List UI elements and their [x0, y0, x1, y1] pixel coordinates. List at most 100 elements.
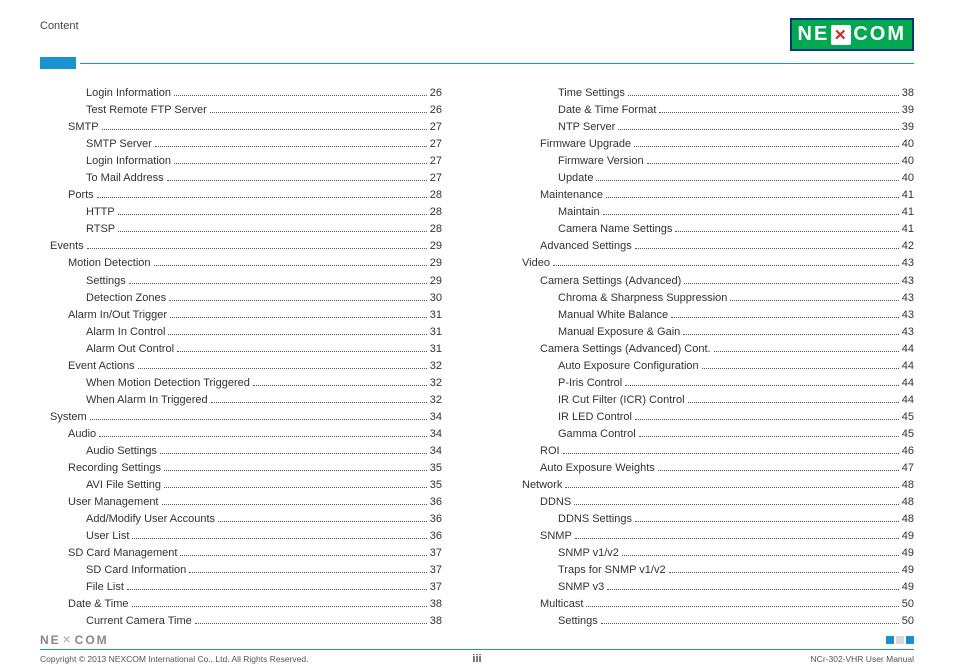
- toc-entry[interactable]: Audio Settings 34: [40, 443, 442, 460]
- toc-entry[interactable]: Traps for SNMP v1/v2 49: [512, 562, 914, 579]
- toc-entry[interactable]: When Motion Detection Triggered 32: [40, 375, 442, 392]
- toc-entry[interactable]: SNMP v1/v2 49: [512, 545, 914, 562]
- toc-leader-dots: [210, 112, 427, 113]
- toc-entry[interactable]: Gamma Control 45: [512, 426, 914, 443]
- toc-entry[interactable]: Time Settings 38: [512, 85, 914, 102]
- toc-entry[interactable]: SNMP v3 49: [512, 579, 914, 596]
- toc-entry[interactable]: Settings 29: [40, 273, 442, 290]
- toc-title: Auto Exposure Configuration: [558, 358, 699, 375]
- toc-page-number: 31: [430, 341, 442, 358]
- toc-entry[interactable]: SD Card Management 37: [40, 545, 442, 562]
- toc-entry[interactable]: IR Cut Filter (ICR) Control 44: [512, 392, 914, 409]
- toc-entry[interactable]: Current Camera Time 38: [40, 613, 442, 630]
- toc-entry[interactable]: Multicast 50: [512, 596, 914, 613]
- toc-leader-dots: [634, 146, 899, 147]
- toc-page-number: 27: [430, 119, 442, 136]
- toc-entry[interactable]: AVI File Setting 35: [40, 477, 442, 494]
- toc-entry[interactable]: Camera Settings (Advanced) 43: [512, 273, 914, 290]
- toc-title: HTTP: [86, 204, 115, 221]
- toc-entry[interactable]: Advanced Settings 42: [512, 238, 914, 255]
- toc-leader-dots: [177, 351, 427, 352]
- toc-entry[interactable]: Firmware Upgrade 40: [512, 136, 914, 153]
- toc-entry[interactable]: HTTP 28: [40, 204, 442, 221]
- toc-leader-dots: [189, 572, 426, 573]
- toc-entry[interactable]: Maintenance 41: [512, 187, 914, 204]
- toc-entry[interactable]: Auto Exposure Configuration 44: [512, 358, 914, 375]
- toc-entry[interactable]: Settings 50: [512, 613, 914, 630]
- toc-entry[interactable]: User List 36: [40, 528, 442, 545]
- toc-entry[interactable]: SMTP Server 27: [40, 136, 442, 153]
- toc-entry[interactable]: Event Actions 32: [40, 358, 442, 375]
- logo-text-right: COM: [853, 23, 906, 46]
- toc-title: Auto Exposure Weights: [540, 460, 655, 477]
- toc-entry[interactable]: Add/Modify User Accounts 36: [40, 511, 442, 528]
- toc-entry[interactable]: Maintain 41: [512, 204, 914, 221]
- toc-entry[interactable]: Manual White Balance 43: [512, 307, 914, 324]
- toc-title: Camera Name Settings: [558, 221, 672, 238]
- toc-entry[interactable]: Firmware Version 40: [512, 153, 914, 170]
- toc-page-number: 43: [902, 255, 914, 272]
- brand-logo: NE ✕ COM: [790, 18, 914, 51]
- toc-page-number: 45: [902, 426, 914, 443]
- toc-entry[interactable]: Alarm Out Control 31: [40, 341, 442, 358]
- toc-title: Current Camera Time: [86, 613, 192, 630]
- toc-entry[interactable]: When Alarm In Triggered 32: [40, 392, 442, 409]
- toc-entry[interactable]: Manual Exposure & Gain 43: [512, 324, 914, 341]
- toc-entry[interactable]: RTSP 28: [40, 221, 442, 238]
- toc-page-number: 42: [902, 238, 914, 255]
- toc-entry[interactable]: Camera Settings (Advanced) Cont. 44: [512, 341, 914, 358]
- toc-entry[interactable]: Alarm In/Out Trigger 31: [40, 307, 442, 324]
- toc-entry[interactable]: ROI 46: [512, 443, 914, 460]
- toc-entry[interactable]: P-Iris Control 44: [512, 375, 914, 392]
- toc-entry[interactable]: Test Remote FTP Server 26: [40, 102, 442, 119]
- toc-page-number: 40: [902, 136, 914, 153]
- copyright-text: Copyright © 2013 NEXCOM International Co…: [40, 654, 308, 664]
- toc-entry[interactable]: Login Information 26: [40, 85, 442, 102]
- accent-block: [40, 57, 76, 69]
- toc-entry[interactable]: Network 48: [512, 477, 914, 494]
- toc-leader-dots: [607, 589, 898, 590]
- toc-entry[interactable]: Ports 28: [40, 187, 442, 204]
- toc-entry[interactable]: Detection Zones 30: [40, 290, 442, 307]
- toc-entry[interactable]: IR LED Control 45: [512, 409, 914, 426]
- toc-page-number: 49: [902, 528, 914, 545]
- toc-entry[interactable]: Events 29: [40, 238, 442, 255]
- toc-entry[interactable]: Motion Detection 29: [40, 255, 442, 272]
- toc-page-number: 47: [902, 460, 914, 477]
- toc-entry[interactable]: Recording Settings 35: [40, 460, 442, 477]
- toc-entry[interactable]: DDNS Settings 48: [512, 511, 914, 528]
- toc-entry[interactable]: DDNS 48: [512, 494, 914, 511]
- toc-entry[interactable]: Audio 34: [40, 426, 442, 443]
- toc-entry[interactable]: User Management 36: [40, 494, 442, 511]
- header-accent: [40, 57, 914, 69]
- toc-page-number: 29: [430, 238, 442, 255]
- toc-entry[interactable]: Camera Name Settings 41: [512, 221, 914, 238]
- toc-page-number: 27: [430, 136, 442, 153]
- toc-title: IR Cut Filter (ICR) Control: [558, 392, 685, 409]
- toc-entry[interactable]: SNMP 49: [512, 528, 914, 545]
- toc-entry[interactable]: Date & Time 38: [40, 596, 442, 613]
- toc-entry[interactable]: SD Card Information 37: [40, 562, 442, 579]
- toc-leader-dots: [169, 300, 427, 301]
- toc-entry[interactable]: Login Information 27: [40, 153, 442, 170]
- toc-title: Alarm In Control: [86, 324, 165, 341]
- toc-entry[interactable]: Date & Time Format 39: [512, 102, 914, 119]
- toc-title: Date & Time Format: [558, 102, 656, 119]
- toc-entry[interactable]: Video 43: [512, 255, 914, 272]
- toc-leader-dots: [164, 470, 427, 471]
- toc-title: Motion Detection: [68, 255, 151, 272]
- toc-entry[interactable]: Auto Exposure Weights 47: [512, 460, 914, 477]
- toc-entry[interactable]: To Mail Address 27: [40, 170, 442, 187]
- toc-entry[interactable]: Alarm In Control 31: [40, 324, 442, 341]
- toc-entry[interactable]: Update 40: [512, 170, 914, 187]
- toc-title: Gamma Control: [558, 426, 636, 443]
- toc-entry[interactable]: NTP Server 39: [512, 119, 914, 136]
- toc-entry[interactable]: SMTP 27: [40, 119, 442, 136]
- toc-entry[interactable]: File List 37: [40, 579, 442, 596]
- toc-title: SD Card Information: [86, 562, 186, 579]
- toc-title: When Motion Detection Triggered: [86, 375, 250, 392]
- toc-title: Alarm Out Control: [86, 341, 174, 358]
- toc-entry[interactable]: Chroma & Sharpness Suppression 43: [512, 290, 914, 307]
- toc-entry[interactable]: System 34: [40, 409, 442, 426]
- toc-title: Multicast: [540, 596, 583, 613]
